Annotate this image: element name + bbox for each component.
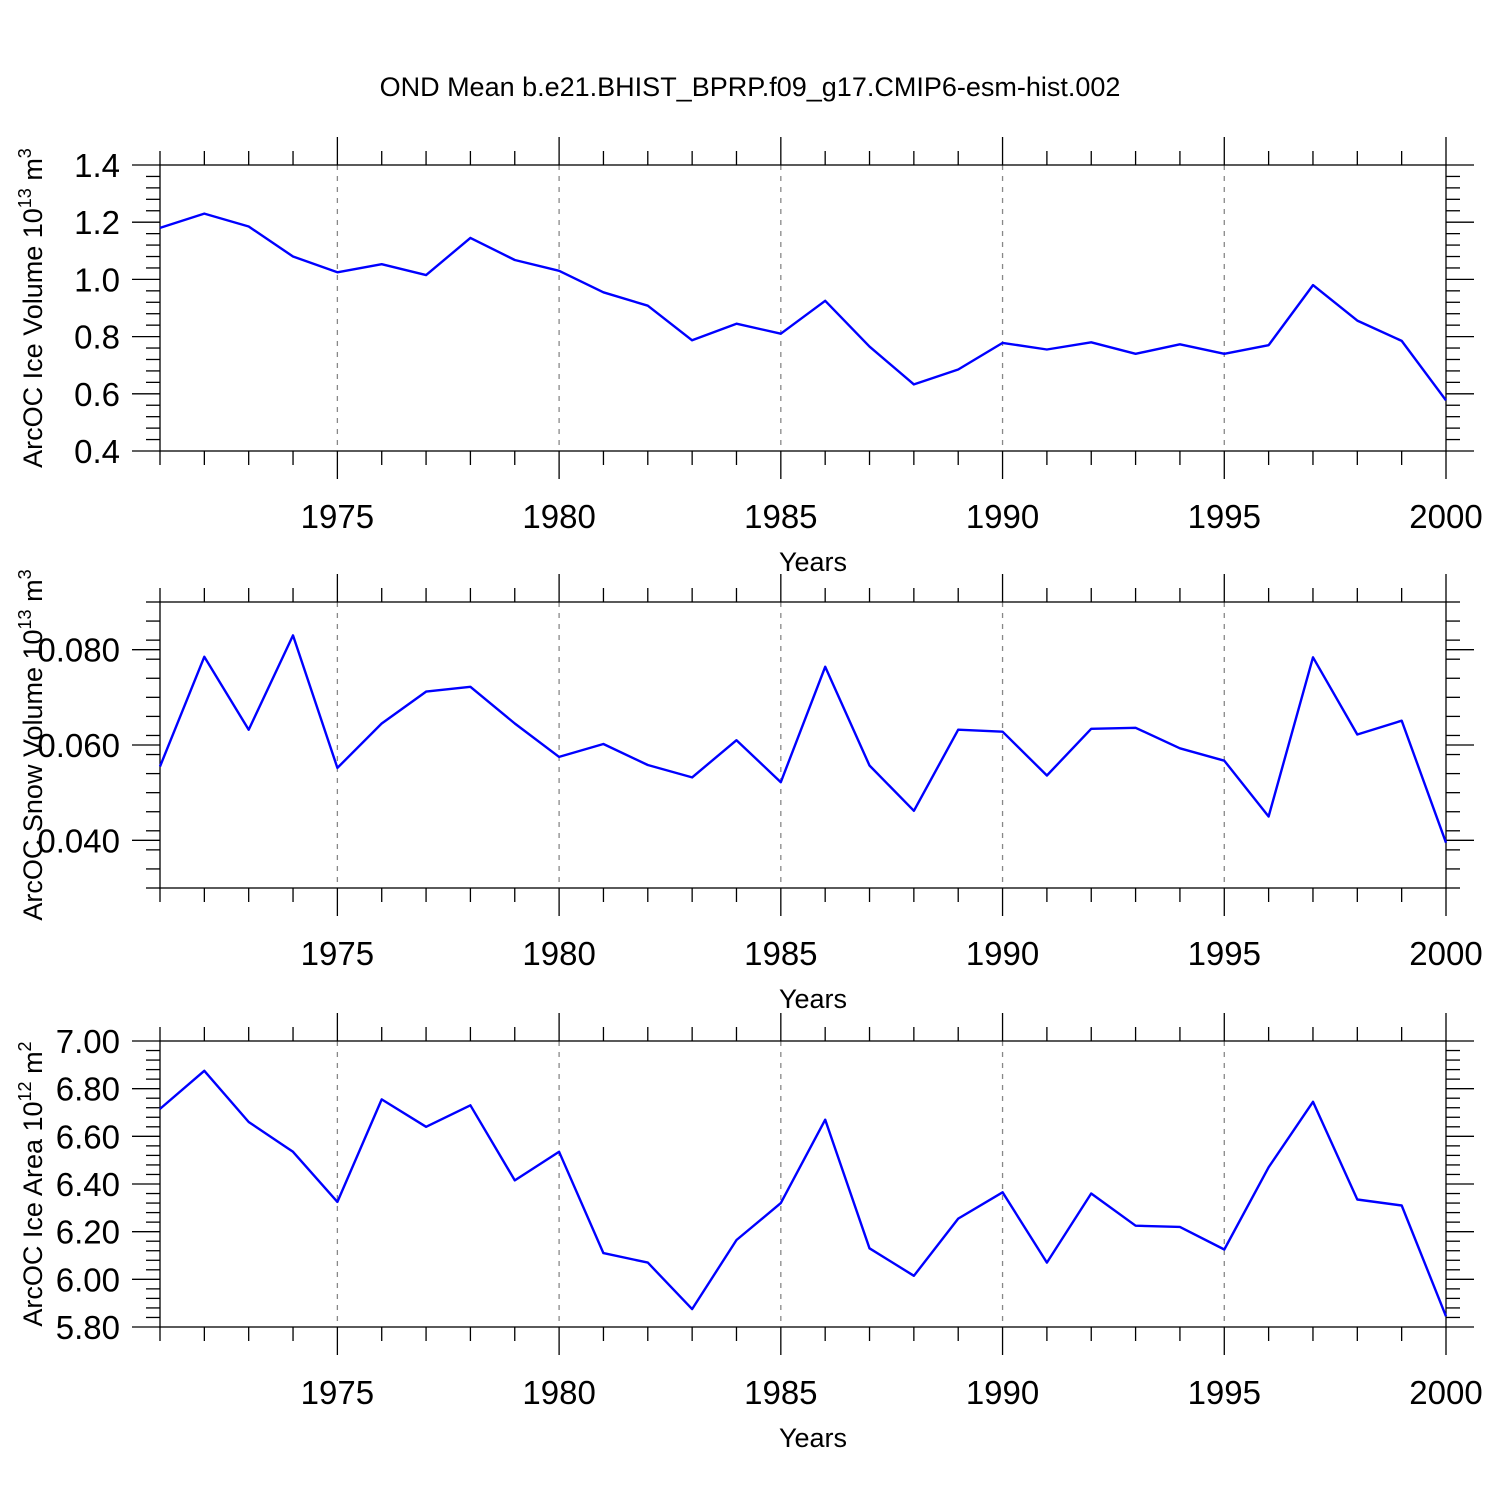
y-axis-label-exponent: 12 [15, 1081, 35, 1101]
y-tick-label: 0.8 [74, 319, 120, 356]
y-axis-label: ArcOC Ice Area 1012 m2 [15, 1041, 48, 1326]
y-tick-label: 0.040 [37, 822, 120, 859]
y-axis-label-unit-exponent: 3 [15, 569, 35, 579]
y-tick-label: 6.60 [56, 1118, 120, 1155]
x-tick-label: 1995 [1188, 935, 1261, 972]
x-tick-label: 1975 [301, 1374, 374, 1411]
y-tick-label: 0.4 [74, 433, 120, 470]
y-axis-label-unit: m [18, 1051, 48, 1081]
x-tick-label: 1980 [522, 1374, 595, 1411]
x-tick-label: 1985 [744, 498, 817, 535]
y-axis-label-unit-exponent: 2 [15, 1041, 35, 1051]
x-tick-label: 1980 [522, 498, 595, 535]
y-tick-label: 6.40 [56, 1166, 120, 1203]
panels: 1975 1980 1985 1990 1995 2000 Years 0.4 0.6 0.8 1.… [15, 137, 1483, 1453]
y-tick-label: 0.060 [37, 727, 120, 764]
x-axis-label: Years [779, 547, 847, 577]
x-tick-label: 2000 [1409, 498, 1482, 535]
series-line [159, 1069, 1448, 1317]
x-tick-label: 1980 [522, 935, 595, 972]
x-tick-label: 1985 [744, 935, 817, 972]
y-axis-label-text: ArcOC Ice Volume 10 [18, 208, 48, 468]
y-tick-label: 0.080 [37, 632, 120, 669]
y-tick-label: 1.4 [74, 147, 120, 184]
y-axis-label-exponent: 13 [15, 188, 35, 208]
chart-title: OND Mean b.e21.BHIST_BPRP.f09_g17.CMIP6-… [380, 72, 1121, 102]
x-tick-label: 1990 [966, 1374, 1039, 1411]
y-axis-label-unit: m [18, 579, 48, 609]
series-line [158, 634, 1448, 844]
x-tick-label: 1990 [966, 498, 1039, 535]
y-tick-label: 1.0 [74, 261, 120, 298]
series-line [159, 212, 1447, 402]
y-tick-label: 6.20 [56, 1214, 120, 1251]
y-tick-label: 0.6 [74, 376, 120, 413]
x-tick-label: 1995 [1188, 498, 1261, 535]
y-axis-label-unit: m [18, 158, 48, 188]
y-axis-label-exponent: 13 [15, 609, 35, 629]
y-tick-label: 5.80 [56, 1309, 120, 1346]
x-tick-label: 1990 [966, 935, 1039, 972]
y-axis-label-text: ArcOC Snow Volume 10 [18, 629, 48, 920]
y-tick-label: 6.80 [56, 1071, 120, 1108]
x-tick-label: 1995 [1188, 1374, 1261, 1411]
x-tick-label: 2000 [1409, 935, 1482, 972]
panel-3: 1975 1980 1985 1990 1995 2000 Years 5.80 6.00 6.2… [15, 1013, 1483, 1453]
x-axis-label: Years [779, 984, 847, 1014]
x-tick-label: 1975 [301, 935, 374, 972]
y-tick-label: 7.00 [56, 1023, 120, 1060]
x-axis-label: Years [779, 1423, 847, 1453]
panel-1: 1975 1980 1985 1990 1995 2000 Years 0.4 0.6 0.8 1.… [15, 137, 1483, 577]
y-tick-label: 1.2 [74, 204, 120, 241]
y-tick-label: 6.00 [56, 1261, 120, 1298]
x-tick-label: 1975 [301, 498, 374, 535]
plot-frame [159, 164, 1447, 452]
y-axis-label-text: ArcOC Ice Area 10 [18, 1101, 48, 1326]
y-axis-label: ArcOC Snow Volume 1013 m3 [15, 569, 48, 920]
panel-2: 1975 1980 1985 1990 1995 2000 Years 0.040 0.060 0… [15, 569, 1483, 1014]
y-axis-label: ArcOC Ice Volume 1013 m3 [15, 148, 48, 468]
x-tick-label: 1985 [744, 1374, 817, 1411]
y-axis-label-unit-exponent: 3 [15, 148, 35, 158]
x-tick-label: 2000 [1409, 1374, 1482, 1411]
